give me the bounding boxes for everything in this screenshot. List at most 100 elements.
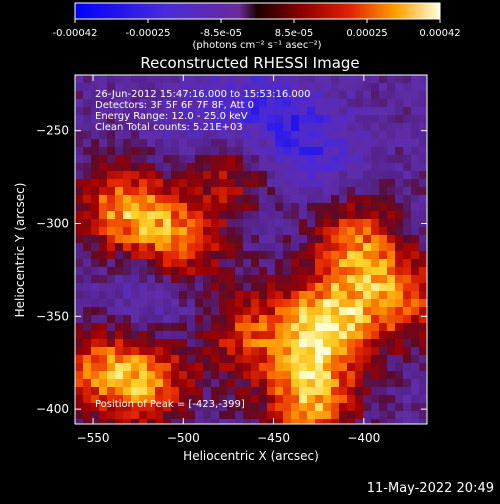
heatmap-cell [139, 243, 147, 251]
heatmap-cell [147, 219, 155, 227]
heatmap-cell [187, 379, 195, 387]
heatmap-cell [107, 203, 115, 211]
heatmap-cell [251, 291, 259, 299]
heatmap-cell [131, 131, 139, 139]
heatmap-cell [315, 395, 323, 403]
heatmap-cell [355, 83, 363, 91]
heatmap-cell [203, 219, 211, 227]
heatmap-cell [315, 91, 323, 99]
heatmap-cell [187, 291, 195, 299]
heatmap-cell [275, 131, 283, 139]
heatmap-cell [323, 179, 331, 187]
heatmap-cell [267, 115, 275, 123]
heatmap-cell [315, 243, 323, 251]
heatmap-cell [395, 251, 403, 259]
heatmap-cell [299, 171, 307, 179]
heatmap-cell [123, 387, 131, 395]
heatmap-cell [115, 235, 123, 243]
heatmap-cell [259, 387, 267, 395]
heatmap-cell [171, 323, 179, 331]
heatmap-cell [227, 83, 235, 91]
heatmap-cell [411, 251, 419, 259]
heatmap-cell [179, 259, 187, 267]
heatmap-cell [395, 107, 403, 115]
heatmap-cell [75, 267, 83, 275]
heatmap-cell [123, 211, 131, 219]
heatmap-cell [195, 179, 203, 187]
heatmap-cell [131, 347, 139, 355]
heatmap-cell [347, 179, 355, 187]
heatmap-cell [75, 371, 83, 379]
heatmap-cell [131, 163, 139, 171]
heatmap-cell [211, 139, 219, 147]
heatmap-cell [355, 123, 363, 131]
heatmap-cell [211, 267, 219, 275]
heatmap-cell [211, 99, 219, 107]
heatmap-cell [275, 379, 283, 387]
heatmap-cell [371, 235, 379, 243]
heatmap-cell [211, 115, 219, 123]
heatmap-cell [339, 235, 347, 243]
heatmap-cell [155, 171, 163, 179]
heatmap-cell [403, 275, 411, 283]
heatmap-cell [219, 339, 227, 347]
heatmap-cell [323, 307, 331, 315]
heatmap-cell [131, 299, 139, 307]
heatmap-cell [347, 259, 355, 267]
heatmap-cell [259, 123, 267, 131]
heatmap-cell [211, 411, 219, 419]
heatmap-cell [299, 395, 307, 403]
heatmap-cell [347, 227, 355, 235]
heatmap-cell [203, 387, 211, 395]
heatmap-cell [419, 83, 427, 91]
heatmap-cell [171, 395, 179, 403]
heatmap-cell [99, 115, 107, 123]
heatmap-cell [371, 139, 379, 147]
heatmap-cell [355, 347, 363, 355]
heatmap-cell [339, 315, 347, 323]
heatmap-cell [163, 355, 171, 363]
heatmap-cell [155, 283, 163, 291]
heatmap-cell [315, 147, 323, 155]
heatmap-cell [379, 227, 387, 235]
heatmap-cell [307, 235, 315, 243]
annotation-line: 26-Jun-2012 15:47:16.000 to 15:53:16.000 [95, 89, 311, 100]
heatmap-cell [243, 203, 251, 211]
heatmap-cell [179, 315, 187, 323]
heatmap-cell [131, 75, 139, 83]
heatmap-cell [163, 419, 171, 424]
heatmap-cell [235, 379, 243, 387]
heatmap-cell [371, 83, 379, 91]
heatmap-cell [371, 315, 379, 323]
heatmap-cell [371, 259, 379, 267]
heatmap-cell [131, 315, 139, 323]
heatmap-cell [171, 283, 179, 291]
heatmap-cell [99, 299, 107, 307]
heatmap-cell [187, 139, 195, 147]
heatmap-cell [323, 211, 331, 219]
heatmap-cell [107, 91, 115, 99]
heatmap-cell [315, 379, 323, 387]
heatmap-cell [283, 91, 291, 99]
heatmap-cell [203, 131, 211, 139]
heatmap-cell [299, 315, 307, 323]
heatmap-cell [83, 275, 91, 283]
heatmap-cell [83, 123, 91, 131]
heatmap-cell [315, 339, 323, 347]
heatmap-cell [179, 187, 187, 195]
heatmap-cell [355, 75, 363, 83]
heatmap-cell [299, 203, 307, 211]
heatmap-cell [107, 395, 115, 403]
heatmap-cell [243, 99, 251, 107]
heatmap-cell [219, 371, 227, 379]
heatmap-cell [195, 91, 203, 99]
heatmap-cell [275, 155, 283, 163]
heatmap-cell [227, 363, 235, 371]
heatmap-cell [379, 139, 387, 147]
heatmap-cell [395, 179, 403, 187]
heatmap-cell [139, 291, 147, 299]
heatmap-cell [315, 187, 323, 195]
heatmap-cell [227, 251, 235, 259]
heatmap-cell [275, 419, 283, 424]
heatmap-cell [315, 139, 323, 147]
